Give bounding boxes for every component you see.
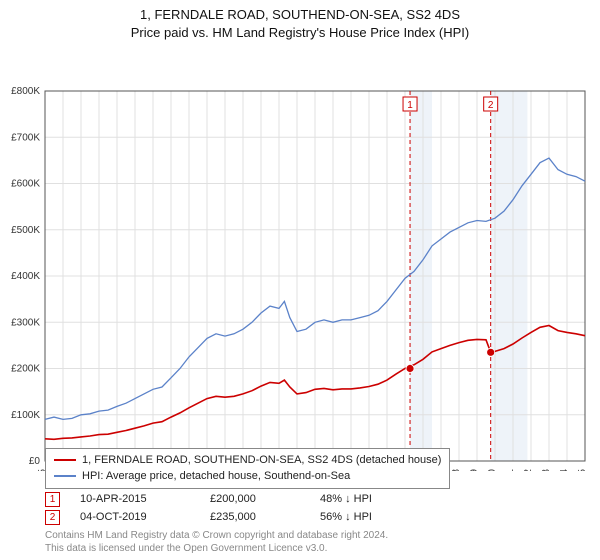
sale-row: 1 10-APR-2015 £200,000 48% ↓ HPI [45,490,440,508]
svg-text:£500K: £500K [11,225,40,236]
svg-text:£700K: £700K [11,132,40,143]
svg-text:2022: 2022 [523,469,534,471]
legend: 1, FERNDALE ROAD, SOUTHEND-ON-SEA, SS2 4… [45,448,450,489]
price-chart: £0 £100K £200K £300K £400K £500K £600K £700K £80… [0,41,600,471]
sale-pct: 48% ↓ HPI [320,493,440,505]
sale-row: 2 04-OCT-2019 £235,000 56% ↓ HPI [45,508,440,526]
sale-marker-icon: 2 [45,510,60,525]
svg-text:£100K: £100K [11,410,40,421]
footer-line-2: This data is licensed under the Open Gov… [45,543,388,556]
svg-text:£400K: £400K [11,271,40,282]
legend-label: 1, FERNDALE ROAD, SOUTHEND-ON-SEA, SS2 4… [82,454,441,466]
svg-text:2023: 2023 [541,469,552,471]
svg-text:2018: 2018 [451,469,462,471]
legend-swatch-icon [54,459,76,461]
legend-swatch-icon [54,475,76,477]
title-line-1: 1, FERNDALE ROAD, SOUTHEND-ON-SEA, SS2 4… [0,6,600,24]
footer-attribution: Contains HM Land Registry data © Crown c… [45,530,388,555]
svg-text:£200K: £200K [11,364,40,375]
svg-text:2021: 2021 [505,469,516,471]
sale-marker-icon: 1 [45,492,60,507]
svg-text:2024: 2024 [559,469,570,471]
sale-date: 10-APR-2015 [80,493,210,505]
legend-item: HPI: Average price, detached house, Sout… [54,468,441,484]
title-line-2: Price paid vs. HM Land Registry's House … [0,24,600,42]
sale-date: 04-OCT-2019 [80,511,210,523]
sale-price: £200,000 [210,493,320,505]
svg-text:£600K: £600K [11,179,40,190]
chart-title: 1, FERNDALE ROAD, SOUTHEND-ON-SEA, SS2 4… [0,0,600,41]
svg-text:1: 1 [407,100,413,111]
svg-text:2: 2 [488,100,494,111]
svg-text:2019: 2019 [469,469,480,471]
sale-price: £235,000 [210,511,320,523]
svg-text:2025: 2025 [577,469,588,471]
sale-events: 1 10-APR-2015 £200,000 48% ↓ HPI 2 04-OC… [45,490,440,526]
svg-text:2020: 2020 [487,469,498,471]
legend-item: 1, FERNDALE ROAD, SOUTHEND-ON-SEA, SS2 4… [54,452,441,468]
legend-label: HPI: Average price, detached house, Sout… [82,470,350,482]
svg-text:£800K: £800K [11,86,40,97]
footer-line-1: Contains HM Land Registry data © Crown c… [45,530,388,543]
svg-text:£300K: £300K [11,317,40,328]
sale-pct: 56% ↓ HPI [320,511,440,523]
svg-text:£0: £0 [29,456,41,467]
